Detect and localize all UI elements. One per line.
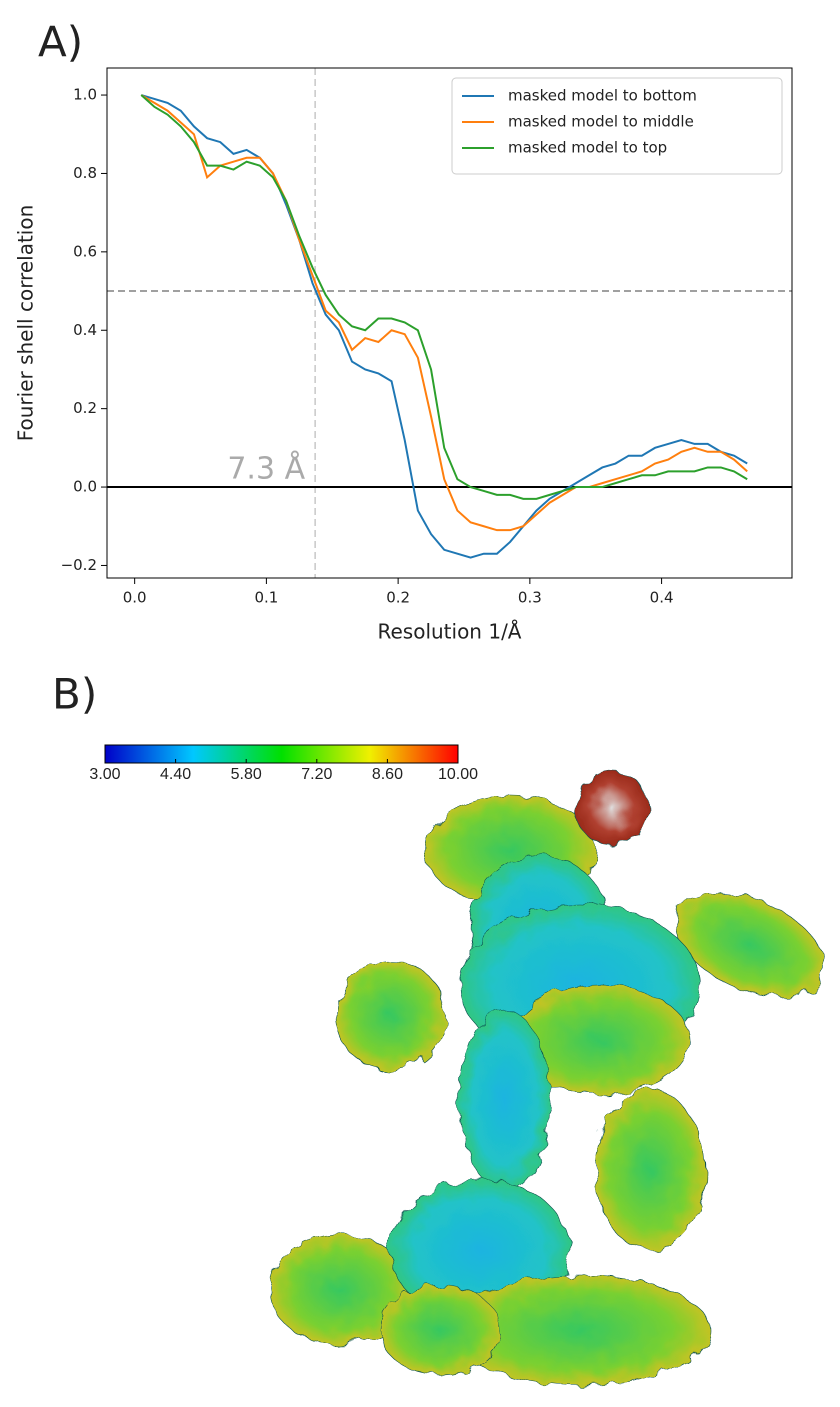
plot-frame — [106, 67, 793, 579]
legend-label: masked model to top — [508, 139, 667, 157]
x-tick-label: 0.3 — [518, 589, 542, 607]
series-line — [140, 94, 748, 500]
x-axis-label: Resolution 1/Å — [377, 620, 521, 644]
legend-box — [451, 77, 783, 175]
legend-label: masked model to middle — [508, 113, 694, 131]
panel-label: B) — [52, 670, 97, 719]
colorbar — [104, 744, 459, 764]
annotation: 7.3 Å — [227, 451, 305, 487]
x-tick-label: 0.4 — [650, 589, 674, 607]
y-tick-label: 0.4 — [73, 321, 97, 339]
colorbar-tick-label: 5.80 — [231, 766, 262, 783]
x-tick-label: 0.1 — [254, 589, 278, 607]
panel-label: A) — [38, 18, 83, 67]
series-line — [140, 94, 748, 559]
colorbar-tick-label: 4.40 — [160, 766, 191, 783]
colorbar-tick-label: 3.00 — [89, 766, 120, 783]
x-tick-label: 0.0 — [123, 589, 147, 607]
y-tick-label: 1.0 — [73, 86, 97, 104]
x-tick-label: 0.2 — [386, 589, 410, 607]
series-line — [140, 94, 748, 532]
y-axis-label: Fourier shell correlation — [14, 205, 38, 442]
y-tick-label: −0.2 — [61, 556, 97, 574]
legend: masked model to bottom masked model to mi… — [451, 77, 783, 175]
y-tick-label: 0.8 — [73, 164, 97, 182]
colorbar-tick-label: 8.60 — [372, 766, 403, 783]
y-tick-label: 0.6 — [73, 242, 97, 260]
colorbar-tick-label: 10.00 — [438, 766, 478, 783]
y-tick-label: 0.0 — [73, 478, 97, 496]
y-tick-label: 0.2 — [73, 399, 97, 417]
legend-label: masked model to bottom — [508, 87, 697, 105]
colorbar-tick-label: 7.20 — [301, 766, 332, 783]
density-map — [269, 769, 826, 1386]
